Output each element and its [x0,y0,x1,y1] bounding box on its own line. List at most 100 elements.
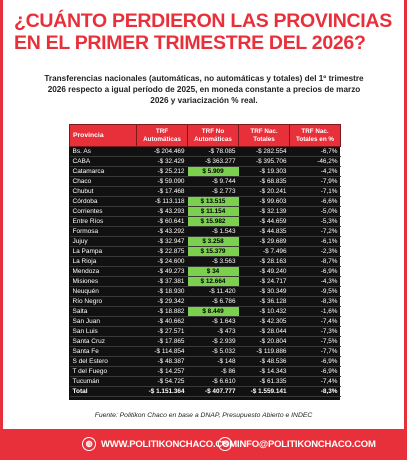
table-row: Chubut -$ 17.468 -$ 2.773 -$ 20.241 -7,1% [69,186,341,197]
cell-pct: -7,4% [289,376,341,387]
cell-tot: -$ 49.240 [238,266,290,277]
footer-website[interactable]: ◍ WWW.POLITIKONCHACO.COM [82,437,237,451]
cell-prov: Santa Cruz [69,336,137,347]
cell-aut: -$ 54.725 [136,376,188,387]
cell-tot: -$ 30.349 [238,286,290,297]
table-row: T del Fuego -$ 14.257 -$ 86 -$ 14.343 -6,9% [69,366,341,377]
cell-aut: -$ 59.090 [136,176,188,187]
cell-prov: S del Estero [69,356,137,367]
subtitle: Transferencias nacionales (automáticas, … [22,73,386,106]
cell-aut: -$ 60.641 [136,216,188,227]
table-row: Río Negro -$ 29.342 -$ 6.786 -$ 36.128 -8,3% [69,296,341,307]
cell-tot: -$ 32.139 [238,206,290,217]
cell-tot: -$ 14.343 [238,366,290,377]
cell-noaut: $ 3.258 [187,236,239,247]
table-row: Jujuy -$ 32.947 $ 3.258 -$ 29.689 -6,1% [69,236,341,247]
footer-email[interactable]: ✉ INFO@POLITIKONCHACO.COM [218,437,376,451]
cell-prov: Río Negro [69,296,137,307]
globe-icon: ◍ [82,437,96,451]
table-row: Formosa -$ 43.292 -$ 1.543 -$ 44.835 -7,2% [69,226,341,237]
cell-aut: -$ 18.882 [136,306,188,317]
cell-noaut: $ 12.664 [187,276,239,287]
subtitle-line-1: Transferencias nacionales (automáticas, … [44,74,364,83]
transfers-table: Provincia TRF Automáticas TRF No Automát… [69,124,341,400]
cell-noaut: $ 15.379 [187,246,239,257]
cell-noaut: -$ 9.744 [187,176,239,187]
cell-prov: Santa Fe [69,346,137,357]
cell-aut: -$ 14.257 [136,366,188,377]
title-line-2: EN EL PRIMER TRIMESTRE DEL 2026? [14,32,366,54]
cell-aut: -$ 17.865 [136,336,188,347]
cell-prov: La Pampa [69,246,137,257]
cell-pct: -7,2% [289,226,341,237]
cell-prov: Córdoba [69,196,137,207]
cell-tot: -$ 99.603 [238,196,290,207]
cell-prov: Mendoza [69,266,137,277]
table-row: Neuquén -$ 18.930 -$ 11.420 -$ 30.349 -9,5% [69,286,341,297]
cell-aut: -$ 32.947 [136,236,188,247]
cell-prov: Chaco [69,176,137,187]
cell-prov: San Luis [69,326,137,337]
cell-noaut: -$ 2.773 [187,186,239,197]
cell-tot: -$ 119.886 [238,346,290,357]
cell-noaut: -$ 1.643 [187,316,239,327]
table-row: San Luis -$ 27.571 -$ 473 -$ 28.044 -7,3% [69,326,341,337]
cell-pct: -7,7% [289,346,341,357]
table-row: Catamarca -$ 25.212 $ 5.909 -$ 19.303 -4,2% [69,166,341,177]
header-trf-totales: TRF Nac. Totales [238,124,290,147]
cell-pct: -9,5% [289,286,341,297]
email-text: INFO@POLITIKONCHACO.COM [237,438,376,450]
cell-noaut: -$ 6.786 [187,296,239,307]
table-row: San Juan -$ 40.662 -$ 1.643 -$ 42.305 -7,4% [69,316,341,327]
cell-noaut: -$ 11.420 [187,286,239,297]
footer-bar: ◍ WWW.POLITIKONCHACO.COM ✉ INFO@POLITIKO… [0,429,407,460]
cell-pct: -6,9% [289,356,341,367]
cell-noaut: -$ 2.939 [187,336,239,347]
table-row: La Rioja -$ 24.600 -$ 3.563 -$ 28.163 -8,7% [69,256,341,267]
cell-aut: -$ 113.118 [136,196,188,207]
source-note: Fuente: Politikon Chaco en base a DNAP, … [94,412,313,419]
table-row: Mendoza -$ 49.273 $ 34 -$ 49.240 -6,9% [69,266,341,277]
cell-noaut: -$ 86 [187,366,239,377]
cell-prov: Catamarca [69,166,137,177]
table-row: Santa Fe -$ 114.854 -$ 5.032 -$ 119.886 -7,7… [69,346,341,357]
cell-tot: -$ 44.659 [238,216,290,227]
table-header-row: Provincia TRF Automáticas TRF No Automát… [69,124,341,147]
cell-pct: -8,7% [289,256,341,267]
cell-noaut: $ 34 [187,266,239,277]
cell-tot: -$ 28.044 [238,326,290,337]
cell-noaut: $ 11.154 [187,206,239,217]
cell-tot: -$ 36.128 [238,296,290,307]
cell-aut: -$ 43.292 [136,226,188,237]
table-row: Tucumán -$ 54.725 -$ 6.610 -$ 61.335 -7,4% [69,376,341,387]
cell-tot: -$ 29.689 [238,236,290,247]
cell-pct: -7,9% [289,176,341,187]
total-aut: -$ 1.151.364 [136,386,188,397]
cell-aut: -$ 37.381 [136,276,188,287]
cell-noaut: $ 5.909 [187,166,239,177]
total-noaut: -$ 407.777 [187,386,239,397]
table-row: Salta -$ 18.882 $ 8.449 -$ 10.432 -1,6% [69,306,341,317]
cell-tot: -$ 42.305 [238,316,290,327]
cell-aut: -$ 40.662 [136,316,188,327]
cell-tot: -$ 68.835 [238,176,290,187]
cell-pct: -6,9% [289,366,341,377]
cell-noaut: -$ 78.085 [187,146,239,157]
cell-tot: -$ 28.163 [238,256,290,267]
cell-aut: -$ 48.387 [136,356,188,367]
cell-tot: -$ 7.496 [238,246,290,257]
cell-prov: Misiones [69,276,137,287]
total-pct: -8,3% [289,386,341,397]
subtitle-line-2: 2026 respecto a igual período de 2025, e… [47,85,361,94]
header-trf-totales-pct: TRF Nac. Totales en % [289,124,341,147]
table-row: CABA -$ 32.429 -$ 363.277 -$ 395.706 -46,2% [69,156,341,167]
total-prov: Total [69,386,137,397]
cell-pct: -6,6% [289,196,341,207]
cell-noaut: -$ 1.543 [187,226,239,237]
table-row: S del Estero -$ 48.387 -$ 148 -$ 48.536 -6,9… [69,356,341,367]
cell-noaut: -$ 3.563 [187,256,239,267]
cell-prov: Formosa [69,226,137,237]
cell-aut: -$ 114.854 [136,346,188,357]
cell-prov: Corrientes [69,206,137,217]
